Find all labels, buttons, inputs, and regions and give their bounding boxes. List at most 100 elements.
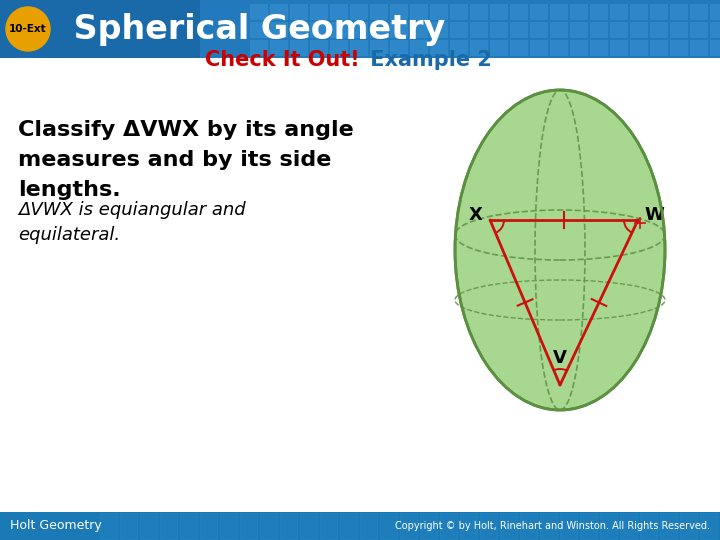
Bar bbox=[370, 22, 387, 37]
Bar bbox=[610, 4, 627, 19]
Bar bbox=[410, 22, 427, 37]
Text: V: V bbox=[553, 349, 567, 367]
Bar bbox=[690, 40, 707, 55]
Bar bbox=[700, 513, 717, 539]
Bar bbox=[650, 40, 667, 55]
Bar bbox=[290, 22, 307, 37]
Bar bbox=[450, 22, 467, 37]
Ellipse shape bbox=[455, 90, 665, 410]
Bar bbox=[180, 513, 197, 539]
Bar bbox=[610, 22, 627, 37]
Text: equilateral.: equilateral. bbox=[18, 226, 120, 244]
Bar bbox=[290, 40, 307, 55]
Bar bbox=[360, 513, 377, 539]
Bar bbox=[710, 22, 720, 37]
Bar bbox=[260, 513, 277, 539]
Bar bbox=[390, 22, 407, 37]
Bar bbox=[670, 4, 687, 19]
Bar bbox=[670, 40, 687, 55]
Bar bbox=[300, 513, 317, 539]
Text: X: X bbox=[469, 206, 483, 224]
Bar bbox=[350, 4, 367, 19]
Bar bbox=[310, 22, 327, 37]
Bar bbox=[410, 40, 427, 55]
Bar bbox=[580, 513, 597, 539]
Bar bbox=[470, 22, 487, 37]
Bar bbox=[430, 22, 447, 37]
Bar bbox=[410, 4, 427, 19]
Text: 10-Ext: 10-Ext bbox=[9, 24, 47, 34]
Bar bbox=[630, 4, 647, 19]
Bar bbox=[560, 513, 577, 539]
Bar bbox=[350, 22, 367, 37]
Bar bbox=[140, 513, 157, 539]
Bar bbox=[280, 513, 297, 539]
Bar bbox=[270, 22, 287, 37]
Bar bbox=[550, 22, 567, 37]
Bar bbox=[650, 22, 667, 37]
Bar bbox=[650, 4, 667, 19]
Bar bbox=[200, 0, 720, 58]
Bar bbox=[330, 22, 347, 37]
Bar bbox=[420, 513, 437, 539]
Bar bbox=[160, 513, 177, 539]
Text: Copyright © by Holt, Rinehart and Winston. All Rights Reserved.: Copyright © by Holt, Rinehart and Winsto… bbox=[395, 521, 710, 531]
Bar bbox=[430, 4, 447, 19]
Bar bbox=[590, 22, 607, 37]
Bar bbox=[370, 4, 387, 19]
Text: measures and by its side: measures and by its side bbox=[18, 150, 331, 170]
Bar bbox=[490, 40, 507, 55]
Bar bbox=[530, 40, 547, 55]
Bar bbox=[550, 40, 567, 55]
Bar bbox=[270, 40, 287, 55]
Text: W: W bbox=[644, 206, 664, 224]
Bar bbox=[320, 513, 337, 539]
Text: Holt Geometry: Holt Geometry bbox=[10, 519, 102, 532]
Bar bbox=[490, 4, 507, 19]
Bar bbox=[400, 513, 417, 539]
Bar bbox=[310, 40, 327, 55]
Bar bbox=[510, 4, 527, 19]
Text: Spherical Geometry: Spherical Geometry bbox=[62, 12, 445, 45]
Bar bbox=[440, 513, 457, 539]
Bar bbox=[120, 513, 137, 539]
Bar bbox=[570, 4, 587, 19]
Bar bbox=[240, 513, 257, 539]
Bar bbox=[380, 513, 397, 539]
Bar bbox=[630, 22, 647, 37]
Bar bbox=[350, 40, 367, 55]
Bar bbox=[510, 22, 527, 37]
Bar bbox=[450, 40, 467, 55]
Bar bbox=[460, 513, 477, 539]
Bar bbox=[390, 4, 407, 19]
Bar bbox=[0, 512, 720, 540]
Bar bbox=[340, 513, 357, 539]
Bar bbox=[570, 40, 587, 55]
Bar bbox=[690, 22, 707, 37]
Bar bbox=[250, 22, 267, 37]
Circle shape bbox=[6, 7, 50, 51]
Bar bbox=[590, 40, 607, 55]
Bar bbox=[290, 4, 307, 19]
Bar bbox=[640, 513, 657, 539]
Bar bbox=[470, 4, 487, 19]
Bar bbox=[390, 40, 407, 55]
Bar bbox=[480, 513, 497, 539]
Bar bbox=[680, 513, 697, 539]
Bar bbox=[600, 513, 617, 539]
Bar bbox=[470, 40, 487, 55]
Bar bbox=[530, 4, 547, 19]
Text: lengths.: lengths. bbox=[18, 180, 121, 200]
Bar bbox=[550, 4, 567, 19]
Bar bbox=[570, 22, 587, 37]
Bar bbox=[540, 513, 557, 539]
Bar bbox=[610, 40, 627, 55]
Bar bbox=[620, 513, 637, 539]
Bar bbox=[250, 40, 267, 55]
Bar bbox=[250, 4, 267, 19]
Bar bbox=[510, 40, 527, 55]
Text: ΔVWX is equiangular and: ΔVWX is equiangular and bbox=[18, 201, 246, 219]
Bar bbox=[370, 40, 387, 55]
Bar bbox=[690, 4, 707, 19]
Bar bbox=[520, 513, 537, 539]
